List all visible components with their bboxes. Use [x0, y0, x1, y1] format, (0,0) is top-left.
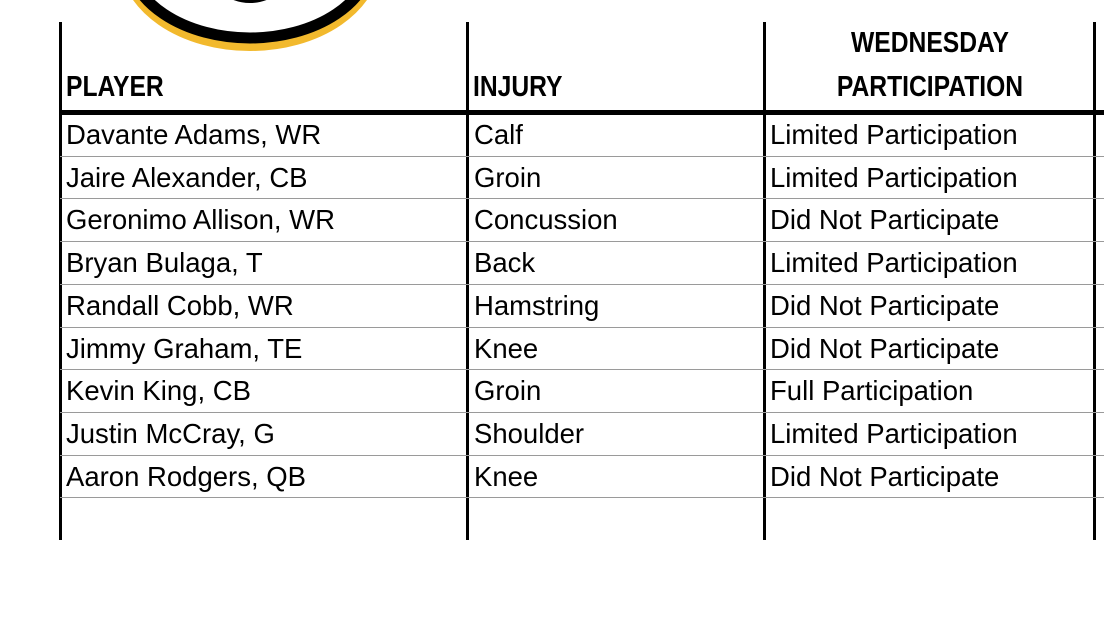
participation-cell: Limited Participation [770, 247, 1018, 279]
team-logo [133, 0, 367, 51]
header-participation-line1: WEDNESDAY [851, 27, 1009, 59]
participation-cell: Limited Participation [770, 417, 1018, 449]
header-participation-line2: PARTICIPATION [836, 71, 1024, 103]
participation-cell: Did Not Participate [770, 332, 1000, 364]
injury-cell: Back [474, 247, 536, 279]
injury-cell: Knee [474, 460, 539, 492]
player-cell: Davante Adams, WR [66, 119, 322, 150]
header-injury: INJURY [473, 71, 563, 103]
injury-cell: Hamstring [474, 289, 600, 321]
row-divider [60, 454, 1104, 456]
injury-cell: Calf [474, 119, 523, 150]
player-cell: Aaron Rodgers, QB [66, 460, 306, 492]
participation-cell: Did Not Participate [770, 289, 1000, 321]
player-cell: Justin McCray, G [66, 417, 275, 449]
injury-cell: Groin [474, 161, 542, 193]
player-cell: Randall Cobb, WR [66, 289, 294, 321]
row-divider [60, 283, 1104, 285]
participation-cell: Did Not Participate [770, 204, 1000, 236]
row-divider [60, 241, 1104, 243]
column-divider [59, 22, 62, 540]
column-divider [1093, 22, 1096, 540]
injury-cell: Groin [474, 375, 542, 407]
player-cell: Jaire Alexander, CB [66, 161, 308, 193]
column-divider [763, 22, 766, 540]
row-divider [60, 155, 1104, 157]
participation-cell: Full Participation [770, 375, 974, 407]
column-divider [466, 22, 469, 540]
participation-cell: Did Not Participate [770, 460, 1000, 492]
row-divider [60, 497, 1104, 499]
row-divider [60, 411, 1104, 413]
injury-cell: Shoulder [474, 417, 585, 449]
row-divider [60, 369, 1104, 371]
row-divider [60, 326, 1104, 328]
player-cell: Jimmy Graham, TE [66, 332, 303, 364]
player-cell: Bryan Bulaga, T [66, 247, 263, 279]
injury-cell: Concussion [474, 204, 618, 236]
header-player: PLAYER [66, 71, 164, 103]
participation-cell: Limited Participation [770, 119, 1018, 150]
row-divider [60, 198, 1104, 200]
participation-cell: Limited Participation [770, 161, 1018, 193]
player-cell: Geronimo Allison, WR [66, 204, 335, 236]
player-cell: Kevin King, CB [66, 375, 251, 407]
injury-cell: Knee [474, 332, 539, 364]
header-divider [60, 110, 1104, 115]
